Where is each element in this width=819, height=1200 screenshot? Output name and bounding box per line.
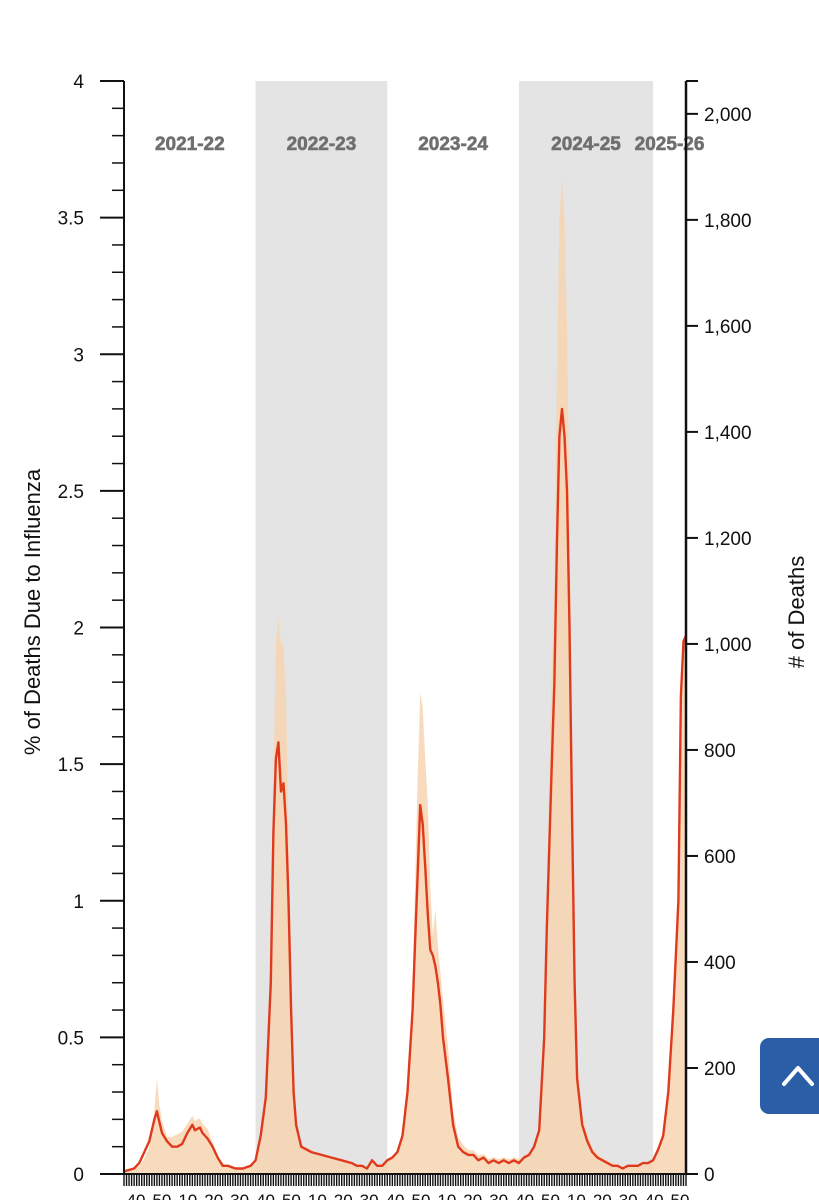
left-tick-label: 0	[73, 1165, 84, 1186]
x-tick-label: 20	[593, 1191, 612, 1200]
right-tick-label: 600	[704, 847, 736, 868]
left-tick-label: 3	[73, 345, 84, 366]
x-tick-label: 40	[645, 1191, 664, 1200]
left-y-axis: 0 0.5 1 1.5 2 2.5 3 3.5 4	[58, 72, 125, 1186]
season-shade-2024-25	[518, 81, 654, 1174]
right-tick-label: 1,000	[704, 635, 752, 656]
left-tick-label: 4	[73, 72, 84, 93]
x-tick-label: 10	[437, 1191, 456, 1200]
percent-line	[123, 407, 688, 1173]
left-tick-label: 2.5	[58, 482, 84, 503]
season-label: 2022-23	[287, 134, 357, 155]
chevron-up-icon	[782, 1066, 814, 1086]
right-tick-label: 400	[704, 953, 736, 974]
right-tick-label: 1,200	[704, 529, 752, 550]
left-axis-title: % of Deaths Due to Influenza	[20, 468, 45, 755]
right-tick-label: 1,600	[704, 317, 752, 338]
x-tick-label: 10	[178, 1191, 197, 1200]
x-tick-label: 50	[152, 1191, 171, 1200]
left-tick-label: 1	[73, 892, 84, 913]
x-tick-label: 40	[515, 1191, 534, 1200]
x-tick-label: 50	[282, 1191, 301, 1200]
x-tick-label: 30	[230, 1191, 249, 1200]
right-tick-label: 2,000	[704, 105, 752, 126]
scroll-to-top-button[interactable]	[760, 1038, 819, 1114]
right-tick-label: 0	[704, 1165, 715, 1186]
x-tick-label: 20	[204, 1191, 223, 1200]
x-tick-label: 10	[567, 1191, 586, 1200]
x-tick-label: 50	[671, 1191, 690, 1200]
left-tick-label: 1.5	[58, 755, 84, 776]
season-labels: 2021-22 2022-23 2023-24 2024-25 2025-26	[155, 134, 705, 156]
left-tick-label: 0.5	[58, 1028, 84, 1049]
x-tick-label: 40	[127, 1191, 146, 1200]
x-tick-label: 50	[541, 1191, 560, 1200]
x-tick-label: 20	[334, 1191, 353, 1200]
right-y-axis: 0 200 400 600 800 1,000 1,200 1,400 1,600 1,800 2,…	[684, 80, 752, 1186]
x-axis: 40 50 10 20 30 40 50 10 20 30 40 50 10 20 30 40 50 10 20 30…	[123, 1173, 690, 1200]
season-label: 2024-25	[551, 134, 621, 155]
right-axis-title: # of Deaths	[784, 556, 809, 669]
x-tick-label: 30	[619, 1191, 638, 1200]
percent-line-layer	[123, 407, 688, 1173]
season-shading	[255, 81, 654, 1174]
x-tick-label: 40	[256, 1191, 275, 1200]
season-label: 2025-26	[635, 134, 705, 155]
left-tick-label: 3.5	[58, 209, 84, 230]
x-tick-label: 20	[463, 1191, 482, 1200]
right-tick-label: 1,400	[704, 423, 752, 444]
x-tick-label: 30	[360, 1191, 379, 1200]
right-tick-label: 200	[704, 1059, 736, 1080]
left-tick-label: 2	[73, 619, 84, 640]
x-tick-label: 10	[308, 1191, 327, 1200]
right-tick-label: 800	[704, 741, 736, 762]
x-tick-label: 50	[411, 1191, 430, 1200]
right-tick-label: 1,800	[704, 211, 752, 232]
x-tick-label: 40	[386, 1191, 405, 1200]
x-tick-label: 30	[489, 1191, 508, 1200]
season-label: 2021-22	[155, 134, 225, 155]
season-label: 2023-24	[418, 134, 488, 155]
